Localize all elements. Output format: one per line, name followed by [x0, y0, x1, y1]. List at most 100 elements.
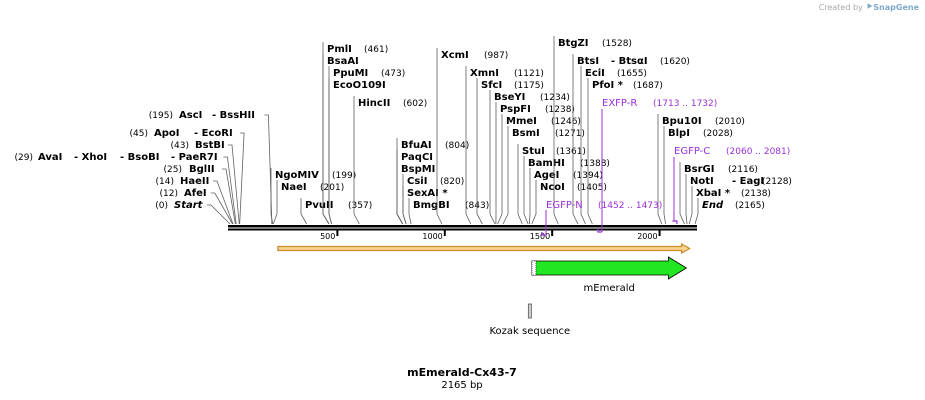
- cut-site-connector: [300, 198, 308, 225]
- cut-site-connector: [476, 78, 483, 225]
- cut-site-connector: [436, 48, 443, 225]
- cut-site-position: (820): [440, 177, 464, 187]
- cut-site-position: (473): [381, 69, 405, 79]
- cut-site-label-sexai: SexAI *: [407, 188, 448, 199]
- cut-site-connector: [502, 126, 509, 225]
- cut-site-connector: [694, 198, 699, 225]
- cut-site-label-mmei: MmeI: [506, 116, 537, 127]
- orf-arrow: [277, 242, 691, 255]
- cut-site-label-pspfi: PspFI: [500, 104, 531, 115]
- cut-site-connector: [213, 180, 234, 225]
- cut-site-position: (195): [149, 111, 173, 121]
- cut-site-label-xcmi: XcmI: [441, 50, 469, 61]
- cut-site-position: (1405): [577, 183, 607, 193]
- primer-range-egfp-n: (1452 .. 1473): [598, 201, 662, 211]
- cut-site-connector: [353, 96, 360, 225]
- cut-site-position: (357): [348, 201, 372, 211]
- credit-brand: SnapGene: [873, 3, 919, 12]
- cut-site-position: (1528): [602, 39, 632, 49]
- primer-arrow-exfp-r: [597, 229, 602, 233]
- cut-site-position: (987): [484, 51, 508, 61]
- primer-arrow-egfp-n: [541, 232, 547, 236]
- cut-site-connector: [328, 78, 332, 225]
- primer-label-egfp-c: EGFP-C: [674, 146, 710, 157]
- cut-site-position: (602): [403, 99, 427, 109]
- cut-site-connector: [270, 168, 274, 225]
- primer-range-egfp-c: (2060 .. 2081): [726, 147, 790, 157]
- cut-site-label-bsshii: - BssHII: [212, 110, 255, 121]
- cut-site-position: (29): [15, 153, 33, 163]
- cut-site-label-sfci: SfcI: [481, 80, 502, 91]
- cut-site-label-ngomiv: NgoMIV: [275, 170, 319, 181]
- cut-site-connector: [228, 144, 240, 225]
- cut-site-label-bglii: BglII: [189, 164, 215, 175]
- cut-site-label-eagi: - EagI: [732, 176, 764, 187]
- credit-prefix: Created by: [818, 3, 863, 12]
- cut-site-position: (2128): [762, 177, 792, 187]
- cut-site-connector: [322, 54, 330, 225]
- cut-site-position: (1234): [540, 93, 570, 103]
- cut-site-label-pfoi: PfoI *: [592, 80, 624, 91]
- cut-site-label-bfuai: BfuAI: [401, 140, 432, 151]
- cut-site-label-btsi: BtsI: [577, 56, 599, 67]
- cut-site-connector: [222, 168, 236, 225]
- cut-site-connector: [465, 66, 472, 225]
- cut-site-label-btgzi: BtgZI: [558, 38, 589, 49]
- cut-site-position: (1620): [660, 57, 690, 67]
- cut-site-label-blpi: BlpI: [668, 128, 690, 139]
- cut-site-label-naei: NaeI: [281, 182, 307, 193]
- cut-site-position: (2116): [728, 165, 758, 175]
- cut-site-connector: [572, 54, 579, 225]
- cut-site-label-xmni: XmnI: [470, 68, 499, 79]
- ruler-tick-label: 1500: [530, 232, 550, 241]
- cut-site-position: (2010): [715, 117, 745, 127]
- cut-site-label-bsaai: BsaAI: [327, 56, 359, 67]
- cut-site-connector: [580, 66, 586, 225]
- cut-site-position: (1238): [545, 105, 575, 115]
- cut-site-position: (1175): [514, 81, 544, 91]
- cut-site-label-afei: AfeI: [184, 188, 207, 199]
- primer-label-egfp-n: EGFP-N: [546, 200, 583, 211]
- cut-site-connector: [396, 162, 404, 225]
- cut-site-label-stui: StuI: [522, 146, 545, 157]
- plasmid-length: 2165 bp: [441, 380, 482, 391]
- cut-site-connector: [679, 162, 685, 225]
- snapgene-logo-icon: ⯈: [865, 2, 874, 13]
- cut-site-label-start: Start: [174, 200, 204, 211]
- mEmerald-feature-arrow: [531, 256, 688, 280]
- cut-site-connector: [272, 180, 278, 225]
- cut-site-position: (1121): [514, 69, 544, 79]
- cut-site-connector: [523, 156, 529, 225]
- primer-range-exfp-r: (1713 .. 1732): [653, 99, 717, 109]
- cut-site-label-agei: AgeI: [534, 170, 559, 181]
- cut-site-position: (1246): [551, 117, 581, 127]
- cut-site-position: (0): [155, 201, 168, 211]
- cut-site-label-paer7i: - PaeR7I: [171, 152, 218, 163]
- cut-site-position: (12): [160, 189, 178, 199]
- plasmid-name: mEmerald-Cx43-7: [407, 366, 517, 379]
- cut-site-connector: [685, 174, 688, 225]
- cut-site-position: (2138): [741, 189, 771, 199]
- cut-site-connector: [497, 114, 503, 225]
- cut-site-connector: [408, 198, 412, 225]
- cut-site-connector: [657, 114, 663, 225]
- cut-site-position: (1655): [617, 69, 647, 79]
- cut-site-connector: [587, 78, 593, 225]
- cut-site-position: (1687): [633, 81, 663, 91]
- cut-site-label-bamhi: BamHI: [528, 158, 565, 169]
- cut-site-label-bsrgi: BsrGI: [684, 164, 714, 175]
- cut-site-connector: [663, 126, 666, 225]
- cut-site-label-bstbi: BstBI: [195, 140, 225, 151]
- cut-site-label-bseyi: BseYI: [494, 92, 525, 103]
- cut-site-label-noti: NotI: [690, 176, 714, 187]
- cut-site-label-xhoi: - XhoI: [74, 152, 107, 163]
- cut-site-label-haeii: HaeII: [180, 176, 209, 187]
- cut-site-label-pmli: PmlI: [327, 44, 352, 55]
- cut-site-label-hincii: HincII: [358, 98, 390, 109]
- cut-site-position: (14): [156, 177, 174, 187]
- ruler-tick-label: 1000: [422, 232, 442, 241]
- cut-site-label-ncoi: NcoI: [540, 182, 565, 193]
- cut-site-label-bspmi: BspMI: [401, 164, 435, 175]
- cut-site-label-xbai: XbaI *: [696, 188, 731, 199]
